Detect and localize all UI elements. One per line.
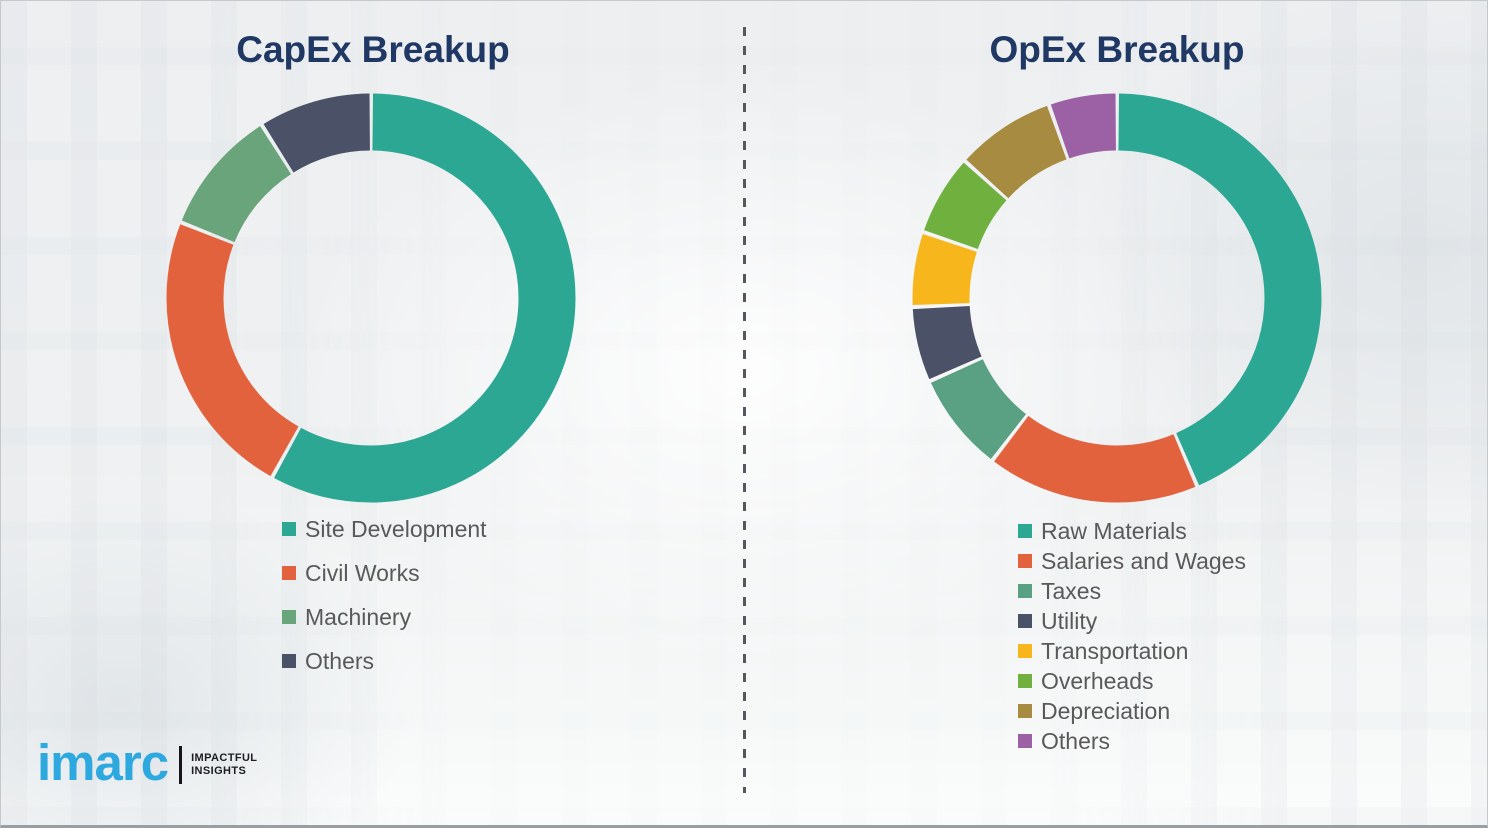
- legend-marker-icon: [282, 522, 296, 536]
- logo-divider-bar: [179, 745, 183, 784]
- legend-label: Overheads: [1041, 668, 1154, 694]
- legend-marker-icon: [1018, 554, 1032, 568]
- capex-chart-title: CapEx Breakup: [236, 29, 510, 70]
- imarc-logo: imarc IMPACTFUL INSIGHTS: [37, 737, 257, 788]
- legend-marker-icon: [1018, 644, 1032, 658]
- legend-label: Transportation: [1041, 638, 1189, 664]
- opex-donut-chart: [912, 93, 1322, 503]
- legend-marker-icon: [1018, 524, 1032, 538]
- donut-segment-raw-materials: [912, 93, 1322, 503]
- legend-marker-icon: [1018, 584, 1032, 598]
- legend-item: Raw Materials: [1018, 519, 1246, 543]
- capex-legend: Site Development Civil Works Machinery Othe…: [282, 517, 487, 693]
- legend-label: Depreciation: [1041, 698, 1171, 724]
- legend-label: Utility: [1041, 608, 1098, 634]
- legend-marker-icon: [1018, 734, 1032, 748]
- tagline-line-2: INSIGHTS: [191, 764, 247, 777]
- capex-panel: CapEx Breakup Site Development Civil Work…: [1, 1, 745, 829]
- legend-label: Raw Materials: [1041, 518, 1187, 544]
- tagline-line-1: IMPACTFUL: [191, 751, 258, 764]
- opex-panel: OpEx Breakup Raw Materials Salaries and W…: [745, 1, 1488, 829]
- imarc-logo-text: imarc: [37, 734, 169, 791]
- legend-label: Civil Works: [305, 560, 420, 586]
- legend-item: Depreciation: [1018, 699, 1246, 723]
- legend-label: Machinery: [305, 604, 412, 630]
- legend-item: Others: [1018, 729, 1246, 753]
- donut-segment-site-development: [166, 93, 576, 503]
- donut-segment-transportation: [912, 93, 1322, 503]
- legend-item: Utility: [1018, 609, 1246, 633]
- legend-item: Site Development: [282, 517, 487, 541]
- legend-label: Salaries and Wages: [1041, 548, 1246, 574]
- legend-label: Others: [1041, 728, 1111, 754]
- capex-donut-chart: [166, 93, 576, 503]
- imarc-tagline: IMPACTFUL INSIGHTS: [191, 752, 257, 778]
- legend-item: Others: [282, 649, 487, 673]
- legend-marker-icon: [1018, 614, 1032, 628]
- legend-label: Taxes: [1041, 578, 1102, 604]
- legend-marker-icon: [1018, 674, 1032, 688]
- dashed-divider-line: [743, 27, 746, 793]
- legend-label: Others: [305, 648, 375, 674]
- legend-item: Transportation: [1018, 639, 1246, 663]
- legend-label: Site Development: [305, 516, 487, 542]
- legend-marker-icon: [282, 610, 296, 624]
- legend-item: Machinery: [282, 605, 487, 629]
- legend-marker-icon: [282, 566, 296, 580]
- legend-item: Civil Works: [282, 561, 487, 585]
- legend-item: Overheads: [1018, 669, 1246, 693]
- legend-marker-icon: [282, 654, 296, 668]
- donut-segment-civil-works: [166, 93, 576, 503]
- opex-chart-title: OpEx Breakup: [989, 29, 1245, 70]
- legend-item: Taxes: [1018, 579, 1246, 603]
- legend-marker-icon: [1018, 704, 1032, 718]
- donut-segment-salaries-and-wages: [912, 93, 1322, 503]
- legend-item: Salaries and Wages: [1018, 549, 1246, 573]
- opex-legend: Raw Materials Salaries and Wages Taxes Util…: [1018, 519, 1246, 759]
